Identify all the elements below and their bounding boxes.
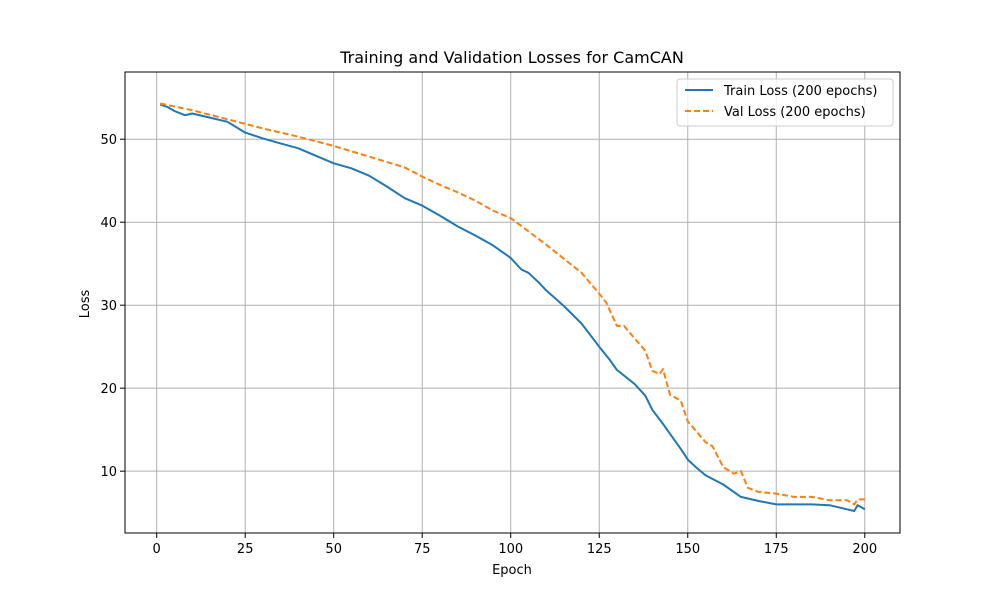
x-tick-label: 100 (498, 542, 523, 557)
val-loss-line (159, 102, 865, 506)
chart-title: Training and Validation Losses for CamCA… (339, 48, 684, 67)
legend-label-train: Train Loss (200 epochs) (723, 84, 877, 99)
legend: Train Loss (200 epochs) Val Loss (200 ep… (676, 78, 894, 127)
x-tick-label: 175 (764, 542, 789, 557)
y-tick-label: 30 (100, 299, 117, 314)
legend-box (676, 78, 894, 127)
y-tick-label: 10 (100, 465, 117, 480)
x-tick-label: 200 (852, 542, 877, 557)
train-loss-line (159, 103, 866, 512)
x-tick-label: 150 (675, 542, 700, 557)
x-axis-ticks: 0 25 50 75 100 125 150 175 200 (153, 533, 877, 557)
y-tick-label: 20 (100, 382, 117, 397)
y-axis-ticks: 10 20 30 40 50 (100, 133, 125, 480)
x-tick-label: 0 (153, 542, 161, 557)
y-axis-label: Loss (78, 290, 93, 319)
legend-label-val: Val Loss (200 epochs) (724, 105, 866, 120)
series-layer (159, 102, 866, 512)
x-axis-label: Epoch (492, 563, 532, 578)
x-tick-label: 25 (237, 542, 254, 557)
y-tick-label: 50 (100, 133, 117, 148)
x-tick-label: 75 (414, 542, 431, 557)
x-tick-label: 125 (587, 542, 612, 557)
y-tick-label: 40 (100, 216, 117, 231)
x-tick-label: 50 (325, 542, 342, 557)
grid-lines (125, 72, 900, 533)
plot-frame (124, 71, 901, 534)
